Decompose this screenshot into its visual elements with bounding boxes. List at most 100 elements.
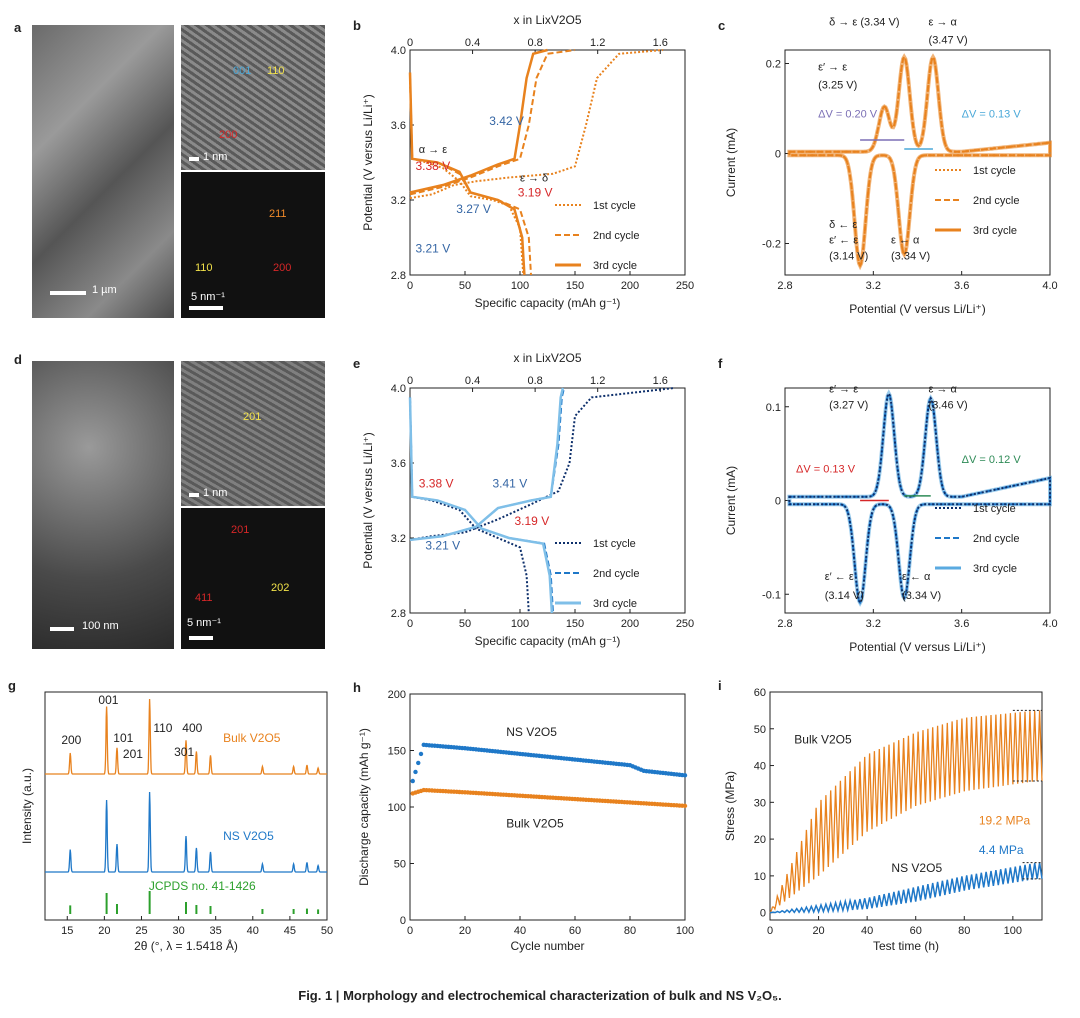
chart-b-letter: b [353, 18, 361, 33]
chart-h-tick-label: 60 [569, 925, 581, 937]
chart-e-plot-frame [409, 387, 686, 614]
chart-b-tick-label: 200 [621, 280, 639, 292]
ns-saed-image: 201 411 202 5 nm⁻¹ [181, 508, 325, 649]
chart-f-annot-334: (3.34 V) [902, 590, 941, 602]
chart-b-series-2-charge [409, 49, 576, 196]
chart-b-top-tick-label: 0.4 [465, 37, 480, 49]
chart-c-ylabel: Current (mA) [724, 128, 738, 197]
chart-c-xlabel: Potential (V versus Li/Li⁺) [849, 302, 985, 316]
ns-saed-spot-3: 202 [271, 582, 290, 594]
caption-prefix: Fig. 1 | [298, 988, 340, 1003]
chart-h-point-ns [418, 751, 424, 757]
chart-f-xlabel: Potential (V versus Li/Li⁺) [849, 640, 985, 654]
chart-i-tick-label: 30 [754, 797, 766, 809]
chart-f-annot-dv013: ΔV = 0.13 V [796, 463, 856, 475]
chart-h-point-bulk [682, 803, 688, 809]
chart-c-annot-dv013: ΔV = 0.13 V [962, 109, 1022, 121]
chart-i-tick-label: 60 [910, 925, 922, 937]
chart-i-bulk-trace [769, 710, 1043, 914]
chart-b-annot-ae: α → ε [419, 144, 447, 156]
chart-g-tick-label: 30 [172, 925, 184, 937]
ns-hrtem-scale: 1 nm [203, 487, 228, 499]
chart-c-annot-347: (3.47 V) [929, 34, 968, 46]
chart-f-tick-label: 0 [775, 496, 781, 508]
chart-b-tick-label: 4.0 [391, 45, 406, 57]
chart-b-top-tick-label: 1.6 [653, 37, 668, 49]
chart-e-tick-label: 50 [459, 618, 471, 630]
chart-h-tick-label: 0 [400, 915, 406, 927]
chart-c-legend-label: 2nd cycle [973, 195, 1019, 207]
bulk-sem-scale: 1 µm [92, 284, 117, 296]
chart-g-tick-label: 15 [61, 925, 73, 937]
chart-i-bulk-label: Bulk V2O5 [794, 732, 852, 746]
chart-c-annot-325: (3.25 V) [818, 79, 857, 91]
chart-b-series-1-charge [409, 49, 664, 200]
chart-g-tick-label: 35 [210, 925, 222, 937]
chart-b-annot-327: 3.27 V [456, 202, 491, 216]
chart-b-xlabel: Specific capacity (mAh g⁻¹) [475, 296, 621, 310]
ns-sem-scale: 100 nm [82, 620, 119, 632]
ns-hrtem-plane: 201 [243, 411, 262, 423]
chart-e-legend-label: 2nd cycle [593, 568, 639, 580]
chart-c-legend-label: 3rd cycle [973, 225, 1017, 237]
chart-b-top-xlabel: x in LixV2O5 [513, 13, 581, 27]
chart-h-tick-label: 0 [407, 925, 413, 937]
ns-saed-spot-2: 411 [195, 592, 213, 604]
chart-i-annot-192: 19.2 MPa [979, 813, 1031, 827]
bulk-hrtem-plane-2: 110 [267, 65, 285, 77]
chart-e-top-tick-label: 0.4 [465, 375, 480, 387]
chart-g-peak-label: 200 [61, 733, 81, 747]
chart-e-legend-label: 1st cycle [593, 538, 636, 550]
bulk-hrtem-scale: 1 nm [203, 151, 228, 163]
chart-h-ns-label: NS V2O5 [506, 725, 557, 739]
chart-h-tick-label: 100 [676, 925, 694, 937]
chart-g-peak-label: 301 [174, 745, 194, 759]
chart-f-tick-label: -0.1 [762, 589, 781, 601]
chart-g-plot-frame [44, 691, 328, 921]
chart-b-legend-label: 1st cycle [593, 200, 636, 212]
chart-e-tick-label: 100 [511, 618, 529, 630]
chart-g-ylabel: Intensity (a.u.) [20, 768, 34, 844]
chart-i-ylabel: Stress (MPa) [723, 771, 737, 841]
chart-e-tick-label: 3.2 [391, 533, 406, 545]
chart-h-point-ns [416, 760, 421, 766]
bulk-hrtem-plane-3: 200 [219, 129, 238, 141]
chart-i-ns-label: NS V2O5 [891, 861, 942, 875]
chart-b-series-3-discharge [408, 72, 526, 276]
chart-i-tick-label: 40 [861, 925, 873, 937]
chart-e-annot-341: 3.41 V [493, 476, 528, 490]
chart-e-tick-label: 200 [621, 618, 639, 630]
bulk-saed-spot-3: 200 [273, 262, 292, 274]
chart-h-cycling: 0 20 40 60 80 100 0 50 100 150 200 Cycle number Disc… [353, 680, 694, 953]
chart-b-top-tick-label: 1.2 [590, 37, 605, 49]
chart-e-annot-338: 3.38 V [419, 476, 454, 490]
chart-b-tick-label: 150 [566, 280, 584, 292]
chart-b-legend-label: 2nd cycle [593, 230, 639, 242]
chart-g-ns-pattern [45, 791, 327, 873]
chart-c-annot-epe: ε′ → ε [818, 61, 847, 73]
chart-f-annot-327: (3.27 V) [829, 400, 868, 412]
chart-f-cycle-1 [788, 391, 1051, 605]
chart-b-top-tick-label: 0.8 [527, 37, 542, 49]
chart-h-tick-label: 100 [388, 802, 406, 814]
chart-i-tick-label: 50 [754, 724, 766, 736]
chart-g-tick-label: 25 [135, 925, 147, 937]
chart-g-bulk-pattern [45, 698, 327, 775]
chart-e-annot-321: 3.21 V [425, 538, 460, 552]
chart-g-tick-label: 20 [98, 925, 110, 937]
bulk-saed-spot-1: 211 [269, 208, 287, 220]
chart-c-annot-314: (3.14 V) [829, 250, 868, 262]
chart-g-letter: g [8, 678, 16, 693]
chart-f-letter: f [718, 356, 723, 371]
chart-i-tick-label: 20 [812, 925, 824, 937]
chart-c-annot-de: δ → ε (3.34 V) [829, 16, 899, 28]
chart-g-peak-label: 400 [182, 721, 202, 735]
chart-g-tick-label: 40 [247, 925, 259, 937]
chart-b-legend-label: 3rd cycle [593, 260, 637, 272]
chart-i-tick-label: 80 [958, 925, 970, 937]
chart-b-series-1-discharge [409, 74, 525, 276]
chart-b-annot-ed: ε → δ [520, 172, 548, 184]
bulk-sem-image: 1 µm [32, 25, 174, 318]
chart-b-annot-338: 3.38 V [416, 159, 451, 173]
